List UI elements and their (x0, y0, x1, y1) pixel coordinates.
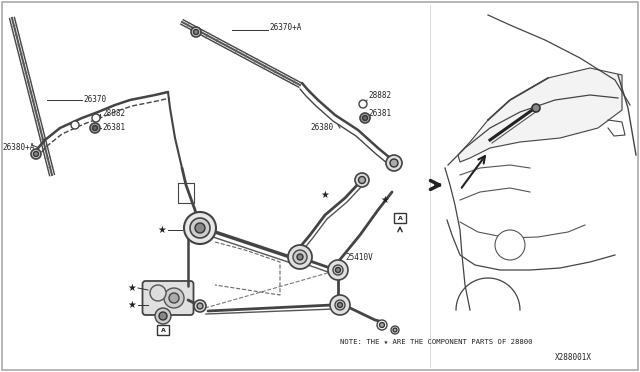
Circle shape (393, 328, 397, 332)
Text: 25410V: 25410V (345, 253, 372, 263)
Circle shape (358, 176, 365, 183)
Circle shape (333, 265, 343, 275)
Circle shape (33, 151, 38, 157)
Text: 26370+A: 26370+A (269, 23, 301, 32)
Circle shape (191, 27, 201, 37)
Circle shape (31, 149, 41, 159)
Text: A: A (397, 215, 403, 221)
Circle shape (195, 223, 205, 233)
Circle shape (155, 308, 171, 324)
Circle shape (288, 245, 312, 269)
Text: X288001X: X288001X (555, 353, 592, 362)
Bar (394, 213, 406, 223)
Text: ★: ★ (127, 300, 136, 310)
Text: ★: ★ (381, 195, 389, 205)
Circle shape (194, 300, 206, 312)
Circle shape (71, 121, 79, 129)
Text: 28882: 28882 (368, 92, 391, 100)
Circle shape (377, 320, 387, 330)
FancyBboxPatch shape (143, 281, 193, 315)
Circle shape (297, 254, 303, 260)
Circle shape (386, 155, 402, 171)
Text: 26370: 26370 (83, 96, 106, 105)
Circle shape (380, 323, 385, 327)
Circle shape (532, 104, 540, 112)
Circle shape (390, 159, 398, 167)
Text: ★: ★ (127, 283, 136, 293)
Circle shape (360, 113, 370, 123)
Circle shape (362, 115, 367, 121)
Text: 28882: 28882 (102, 109, 125, 119)
Text: 26381: 26381 (368, 109, 391, 119)
Circle shape (359, 100, 367, 108)
Circle shape (328, 260, 348, 280)
Text: 26381: 26381 (102, 124, 125, 132)
Circle shape (90, 123, 100, 133)
Circle shape (93, 125, 97, 131)
Text: ★: ★ (157, 225, 166, 235)
Bar (157, 325, 169, 335)
Circle shape (335, 300, 345, 310)
Text: ★: ★ (321, 190, 330, 200)
Circle shape (92, 114, 100, 122)
Circle shape (335, 267, 340, 273)
Circle shape (190, 218, 210, 238)
Circle shape (193, 29, 198, 35)
Circle shape (330, 295, 350, 315)
Text: NOTE: THE ★ ARE THE COMPONENT PARTS OF 28800: NOTE: THE ★ ARE THE COMPONENT PARTS OF 2… (340, 339, 532, 345)
Circle shape (355, 173, 369, 187)
Circle shape (293, 250, 307, 264)
Circle shape (169, 293, 179, 303)
Text: 26380+A: 26380+A (2, 144, 35, 153)
Circle shape (159, 312, 167, 320)
Circle shape (150, 285, 166, 301)
Circle shape (337, 302, 342, 308)
Text: A: A (161, 327, 165, 333)
Circle shape (495, 230, 525, 260)
Text: 26380: 26380 (310, 124, 333, 132)
Circle shape (197, 303, 203, 309)
Circle shape (184, 212, 216, 244)
Polygon shape (458, 68, 622, 162)
Circle shape (164, 288, 184, 308)
Circle shape (391, 326, 399, 334)
